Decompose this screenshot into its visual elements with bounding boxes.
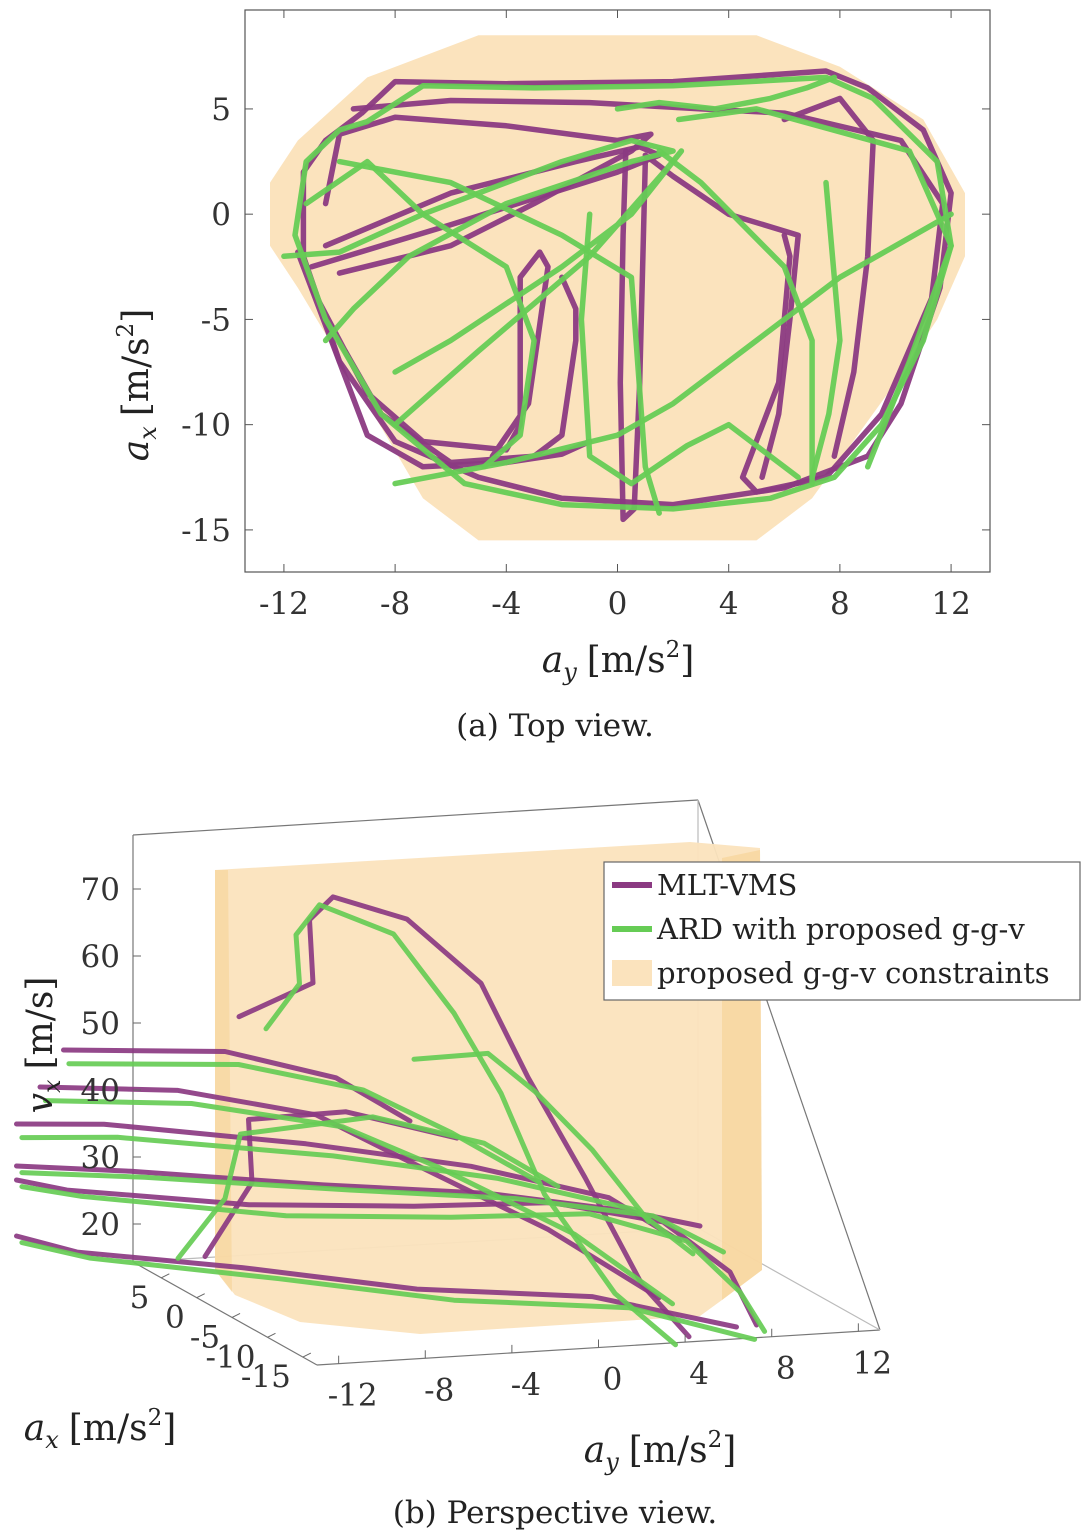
top-y-tick-label: -5 — [201, 302, 231, 338]
top-view-ticks: -12 -8 -4 0 4 8 12 5 0 -5 -10 -15 — [181, 10, 990, 622]
persp-trajectory-mlt-vms-5 — [236, 894, 692, 1340]
persp-x-tick-label: -4 — [511, 1367, 541, 1403]
persp-trajectory-mlt-vms-0 — [14, 1177, 759, 1328]
persp-x-tick-label: -8 — [424, 1372, 454, 1408]
top-trajectory-mlt-vms-7 — [295, 249, 593, 470]
top-view-chart: -12 -8 -4 0 4 8 12 5 0 -5 -10 -15 ay [m/s2] ax[m/s2]… — [113, 9, 991, 744]
top-x-tick-label: 12 — [931, 586, 970, 622]
top-y-tick-label: -10 — [181, 408, 231, 444]
top-trajectory-ard-6 — [656, 148, 815, 487]
persp-z-tick-label: 20 — [81, 1207, 120, 1243]
persp-trajectory-ard-3 — [42, 1098, 675, 1307]
persp-z-tick-label: 40 — [81, 1073, 120, 1109]
top-view-caption: (a) Top view. — [456, 708, 654, 744]
persp-x-tick-label: 12 — [853, 1345, 892, 1381]
persp-trajectory-mlt-vms-1 — [14, 1233, 739, 1330]
perspective-x-axis-label: ay [m/s2] — [584, 1427, 737, 1476]
top-view-plot-content — [270, 35, 965, 541]
top-constraint-region — [270, 35, 965, 541]
top-trajectory-mlt-vms-4 — [308, 249, 551, 459]
persp-trajectory-ard-8 — [411, 1050, 652, 1225]
persp-y-tick-label: -15 — [241, 1359, 291, 1395]
top-trajectory-ard-7 — [675, 106, 954, 470]
perspective-trajectories — [14, 894, 768, 1348]
persp-y-tick-mark — [161, 1273, 170, 1279]
top-trajectory-ard-8 — [809, 179, 843, 481]
persp-y-tick-mark — [302, 1352, 312, 1358]
persp-trajectory-mlt-vms-4 — [61, 1047, 413, 1124]
top-trajectory-ard-5 — [392, 211, 954, 487]
persp-trajectory-ard-4 — [66, 1061, 541, 1184]
persp-y-tick-label: -5 — [190, 1319, 220, 1355]
persp-trajectory-ard-5 — [263, 902, 678, 1348]
persp-x-tick-label: 4 — [689, 1356, 709, 1392]
top-trajectory-ard-2 — [303, 158, 537, 470]
top-y-tick-label: 0 — [211, 197, 231, 233]
top-x-tick-label: 0 — [608, 586, 628, 622]
top-trajectory-ard-9 — [614, 74, 838, 112]
top-trajectory-ard-0 — [292, 74, 954, 512]
top-x-tick-label: -12 — [259, 586, 309, 622]
persp-trajectory-ard-0 — [19, 1184, 768, 1334]
top-trajectory-ard-4 — [578, 211, 801, 487]
perspective-legend: MLT-VMS ARD with proposed g-g-v proposed… — [603, 861, 1081, 1001]
persp-trajectory-ard-6 — [175, 1114, 561, 1261]
legend-label-constraints: proposed g-g-v constraints — [657, 956, 1050, 990]
top-trajectory-mlt-vms-3 — [322, 114, 654, 276]
top-trajectory-ard-10 — [336, 158, 662, 516]
top-x-tick-label: 4 — [719, 586, 739, 622]
persp-x-tick-label: -12 — [328, 1378, 378, 1414]
top-view-x-axis-label: ay [m/s2] — [542, 637, 695, 686]
persp-z-tick-label: 60 — [81, 939, 120, 975]
persp-trajectory-ard-7 — [19, 1170, 726, 1255]
persp-z-tick-label: 50 — [81, 1006, 120, 1042]
legend-label-mlt-vms: MLT-VMS — [657, 868, 797, 902]
persp-y-tick-mark — [267, 1332, 276, 1338]
top-trajectory-mlt-vms-9 — [781, 95, 876, 459]
top-trajectory-mlt-vms-8 — [642, 152, 801, 481]
persp-x-tick-label: 8 — [776, 1351, 796, 1387]
perspective-y-axis-label: ax [m/s2] — [24, 1405, 177, 1454]
persp-z-tick-label: 30 — [81, 1140, 120, 1176]
top-y-tick-label: -15 — [181, 513, 231, 549]
perspective-z-axis-label: vx[m/s] — [20, 977, 66, 1114]
top-view-y-axis-label: ax[m/s2] — [113, 309, 162, 462]
persp-y-tick-label: -10 — [206, 1339, 256, 1375]
persp-x-tick-label: 0 — [603, 1362, 623, 1398]
persp-trajectory-ard-1 — [19, 1240, 758, 1342]
top-x-tick-label: -4 — [491, 586, 521, 622]
persp-y-tick-label: 5 — [130, 1280, 150, 1316]
persp-y-tick-label: 0 — [165, 1300, 185, 1336]
top-x-tick-label: 8 — [830, 586, 850, 622]
top-x-tick-label: -8 — [380, 586, 410, 622]
legend-swatch-constraints — [612, 960, 652, 986]
top-y-tick-label: 5 — [211, 92, 231, 128]
top-trajectory-ard-3 — [392, 148, 685, 428]
perspective-view-caption: (b) Perspective view. — [393, 1495, 718, 1531]
persp-y-tick-mark — [196, 1293, 205, 1299]
legend-label-ard: ARD with proposed g-g-v — [656, 912, 1025, 946]
persp-y-tick-mark — [231, 1313, 241, 1318]
top-trajectory-ard-1 — [281, 137, 676, 344]
legend-box — [603, 861, 1081, 1001]
persp-z-tick-label: 70 — [81, 872, 120, 908]
